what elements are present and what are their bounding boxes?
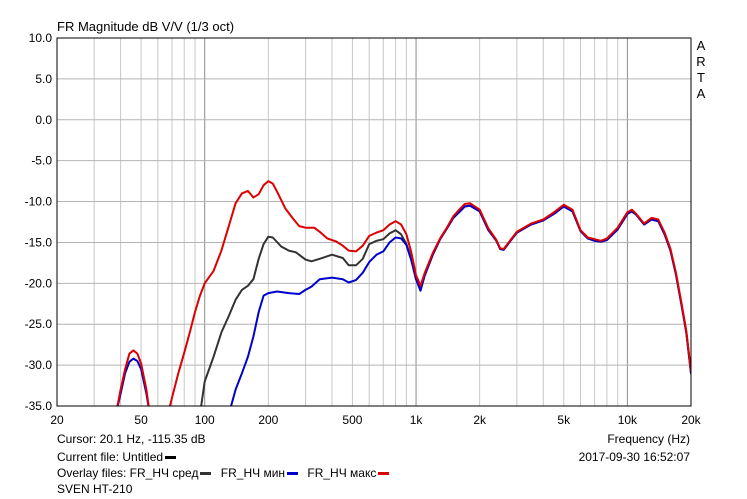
x-tick-label: 200: [258, 413, 278, 427]
frequency-axis-label: Frequency (Hz): [607, 432, 690, 446]
y-tick-label: 0.0: [35, 113, 52, 127]
y-tick-label: 5.0: [35, 72, 52, 86]
x-tick-label: 20: [50, 413, 64, 427]
y-tick-label: 10.0: [29, 31, 53, 45]
overlay-3-label: FR_НЧ макс: [307, 466, 377, 480]
device-name: SVEN HT-210: [57, 482, 133, 496]
y-tick-label: -10.0: [25, 195, 53, 209]
y-tick-label: -30.0: [25, 358, 53, 372]
y-tick-label: -35.0: [25, 399, 53, 413]
chart-title: FR Magnitude dB V/V (1/3 oct): [57, 19, 234, 34]
y-tick-label: -20.0: [25, 276, 53, 290]
x-tick-label: 5k: [557, 413, 571, 427]
timestamp: 2017-09-30 16:52:07: [578, 450, 690, 464]
current-file-text: Current file: Untitled: [57, 450, 164, 464]
series-line-3: [116, 180, 691, 406]
overlay-2-label: FR_НЧ мин: [220, 466, 286, 480]
axis-tick-labels: 20 50 100 200 500 1k 2k 5k 10k 20k 10.0 5.0 0.0 -5.0 -…: [25, 31, 702, 427]
x-tick-label: 50: [134, 413, 148, 427]
x-tick-label: 2k: [473, 413, 487, 427]
x-tick-label: 100: [195, 413, 215, 427]
x-tick-label: 10k: [618, 413, 638, 427]
y-tick-label: -5.0: [31, 154, 52, 168]
current-file-swatch: [165, 456, 177, 460]
overlay-3-swatch: [378, 472, 390, 476]
grid: [57, 38, 691, 406]
x-tick-label: 1k: [410, 413, 424, 427]
overlay-2-swatch: [287, 472, 299, 476]
x-tick-label: 20k: [681, 413, 701, 427]
plot-frame: [56, 37, 692, 407]
cursor-readout: Cursor: 20.1 Hz, -115.35 dB: [57, 432, 206, 446]
current-file-line: Current file: Untitled: [57, 450, 177, 464]
y-tick-label: -25.0: [25, 317, 53, 331]
overlay-1-label: Overlay files: FR_НЧ сред: [57, 466, 199, 480]
y-tick-label: -15.0: [25, 235, 53, 249]
series-lines: [116, 180, 691, 406]
series-line-2: [116, 204, 691, 406]
overlay-files-line: Overlay files: FR_НЧ сред FR_НЧ мин FR_Н…: [57, 466, 390, 480]
overlay-1-swatch: [200, 472, 212, 476]
x-tick-label: 500: [342, 413, 362, 427]
